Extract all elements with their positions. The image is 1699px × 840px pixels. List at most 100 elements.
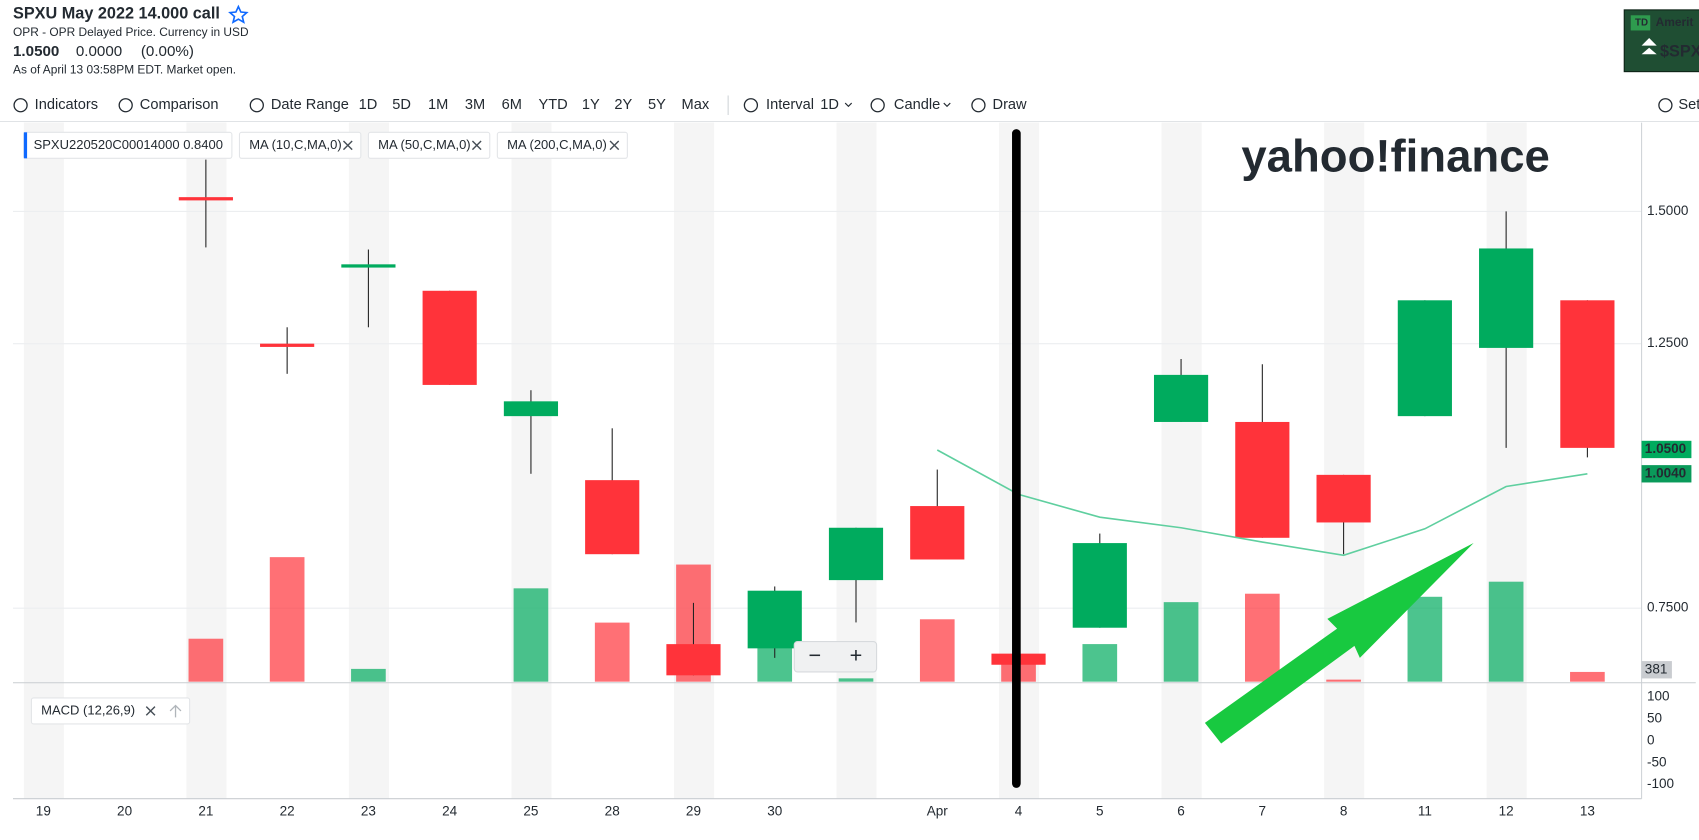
toolbar-item[interactable]: 6M — [502, 97, 522, 113]
toolbar-item[interactable]: 3M — [465, 97, 485, 113]
ad-logo — [1630, 15, 1651, 31]
column-stripe — [673, 122, 715, 799]
toolbar-item[interactable]: Set — [1678, 97, 1699, 113]
ad-logo-text: TD — [1635, 17, 1648, 28]
volume-bar — [1407, 596, 1443, 682]
x-tick-label: 29 — [686, 803, 701, 818]
toolbar-item[interactable]: Indicators — [35, 97, 98, 113]
toolbar-item[interactable]: 1M — [428, 97, 448, 113]
ad-brand: Amerit — [1656, 15, 1694, 29]
zoom-button[interactable]: + — [850, 642, 863, 667]
legend-tag[interactable] — [496, 131, 628, 159]
legend-tag-label: MA (200,C,MA,0) — [507, 137, 607, 152]
ad-icon — [1641, 38, 1657, 55]
price-tag-label: 1.0040 — [1645, 465, 1686, 480]
volume-bar — [269, 557, 305, 682]
y-tick-label: 1.5000 — [1647, 203, 1688, 218]
price-tag — [1641, 440, 1692, 459]
watermark: yahoo!finance — [1241, 130, 1549, 181]
remove-icon[interactable] — [145, 706, 156, 716]
toolbar-item[interactable]: Comparison — [140, 97, 219, 113]
candle-body — [747, 590, 802, 649]
candle-body — [1479, 248, 1534, 348]
toolbar-item[interactable]: Draw — [993, 97, 1028, 113]
dropdown-chevron — [943, 102, 951, 108]
x-tick-label: 24 — [442, 803, 458, 818]
macd-tick-label: 0 — [1647, 732, 1655, 747]
toolbar-icon — [870, 98, 885, 113]
candle-body — [178, 197, 233, 201]
column-stripe — [23, 122, 64, 799]
x-tick-label: Apr — [927, 803, 949, 818]
candle-body — [910, 506, 965, 560]
volume-bar — [1163, 602, 1199, 682]
remove-icon[interactable] — [471, 140, 482, 151]
candle-body — [260, 343, 315, 347]
favorite-star[interactable] — [228, 4, 249, 24]
legend-tag[interactable] — [238, 131, 362, 159]
volume-bar — [1570, 671, 1605, 682]
x-tick-label: 7 — [1259, 803, 1267, 818]
zoom-button[interactable]: − — [808, 642, 821, 667]
change-pct: (0.00%) — [141, 43, 194, 60]
candle-body — [1153, 374, 1209, 422]
remove-icon[interactable] — [342, 140, 353, 151]
toolbar-item[interactable]: Date Range — [271, 97, 349, 113]
legend-tag-label: SPXU220520C00014000 0.8400 — [34, 137, 223, 152]
candle-body — [828, 527, 884, 581]
candle-body — [341, 264, 396, 268]
legend-tag[interactable] — [367, 131, 491, 159]
toolbar-item[interactable]: Candle — [894, 97, 940, 113]
x-tick-label: 20 — [117, 803, 132, 818]
ad-ticker: $SPX — [1660, 42, 1699, 60]
as-of: As of April 13 03:58PM EDT. Market open. — [13, 63, 236, 77]
column-stripe — [348, 122, 389, 799]
chart: yahoo!finance 1.5000 1.2500 0.7500 100 50 0 -50… — [13, 122, 1696, 818]
toolbar-item[interactable]: Max — [682, 97, 710, 113]
x-tick-label: 19 — [36, 803, 51, 818]
toolbar-item[interactable]: 5D — [392, 97, 411, 113]
x-tick-label: 8 — [1340, 803, 1348, 818]
toolbar-icon — [118, 98, 133, 113]
y-tick-label: 1.2500 — [1647, 335, 1688, 350]
toolbar-icon — [1658, 98, 1673, 113]
candle-body — [1072, 543, 1127, 628]
macd-tick-label: -50 — [1647, 754, 1667, 769]
column-stripe — [1324, 122, 1365, 799]
toolbar: Indicators Comparison Date Range 1D 5D 1M 3M 6M… — [13, 97, 1699, 113]
dropdown-chevron — [844, 102, 853, 108]
up-icon[interactable] — [169, 704, 182, 718]
zoom-group — [793, 641, 878, 673]
toolbar-item[interactable]: Interval — [766, 97, 814, 113]
toolbar-item[interactable]: 1D — [820, 97, 839, 113]
macd-tick-label: 50 — [1647, 710, 1662, 725]
x-tick-label: 5 — [1096, 803, 1104, 818]
candle-body — [666, 644, 721, 676]
volume-bar — [838, 678, 874, 682]
x-tick-label: 23 — [361, 803, 376, 818]
macd-tag[interactable] — [30, 697, 191, 725]
price-tag-label: 1.0500 — [1645, 441, 1686, 456]
volume-tag — [1641, 661, 1672, 679]
toolbar-icon — [13, 98, 28, 113]
x-tick-label: 6 — [1177, 803, 1185, 818]
remove-icon[interactable] — [609, 140, 620, 151]
change: 0.0000 — [76, 43, 122, 60]
toolbar-item[interactable]: YTD — [539, 97, 568, 113]
candle-body — [1235, 421, 1290, 538]
toolbar-item[interactable]: 1Y — [582, 97, 600, 113]
volume-bar — [513, 588, 549, 682]
volume-bar — [188, 638, 224, 682]
toolbar-item[interactable]: 1D — [359, 97, 378, 113]
toolbar-item[interactable]: 2Y — [614, 97, 632, 113]
toolbar-item[interactable]: 5Y — [648, 97, 666, 113]
volume-bar — [1326, 679, 1361, 682]
toolbar-icon — [743, 98, 759, 113]
x-tick-label: 13 — [1580, 803, 1595, 818]
x-tick-label: 4 — [1015, 803, 1023, 818]
x-tick-label: 11 — [1418, 803, 1432, 818]
title: SPXU May 2022 14.000 call — [13, 5, 220, 23]
price: 1.0500 — [13, 43, 59, 60]
